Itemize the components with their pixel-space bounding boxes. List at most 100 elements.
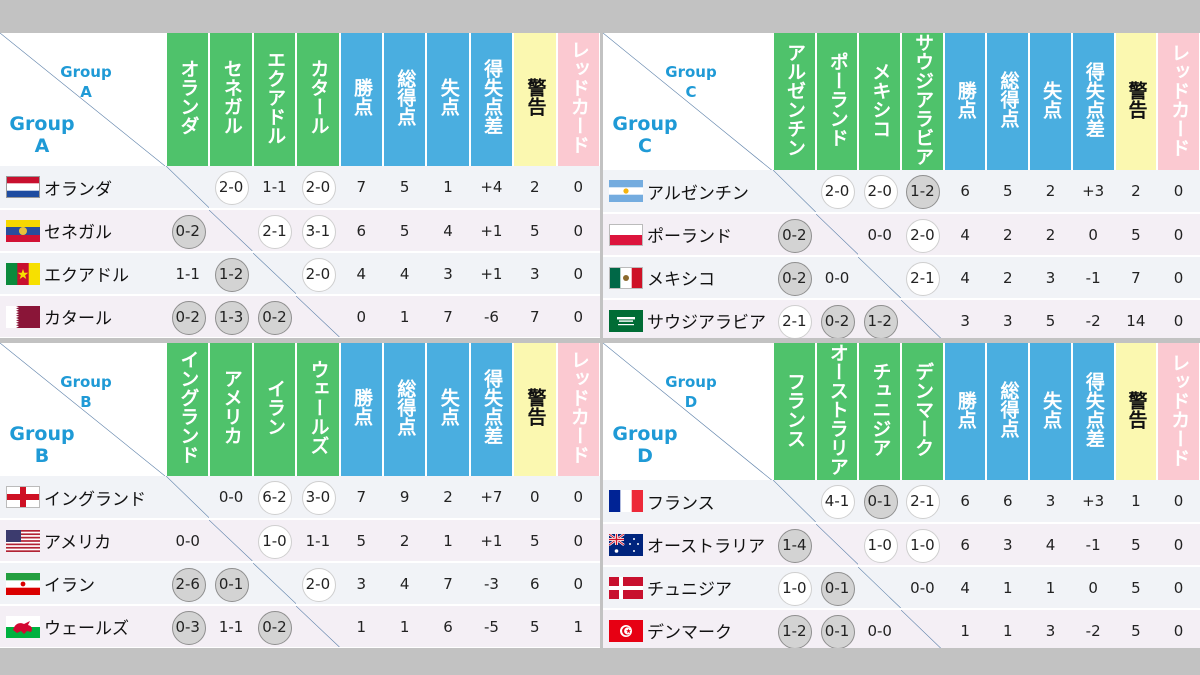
red-cards-value: 0 — [1157, 213, 1200, 258]
opponent-header: ポーランド — [815, 33, 860, 171]
warnings-header: 警告 — [513, 343, 558, 476]
denmark-flag-icon — [609, 576, 643, 599]
team-row: メキシコ 0-2 0-0 2-1 4 2 3 -1 7 0 — [603, 256, 1200, 301]
opponent-header: アルゼンチン — [773, 33, 817, 171]
goals-against-header: 失点 — [1029, 343, 1073, 481]
match-score-cell: 1-2 — [209, 252, 253, 296]
opponent-header: セネガル — [209, 33, 254, 166]
goals-against-value: 7 — [426, 295, 470, 338]
goal-diff-value: -2 — [1071, 299, 1115, 338]
goal-diff-value: -6 — [469, 295, 514, 338]
match-score: 1-0 — [782, 578, 807, 597]
red-cards-value: 0 — [556, 252, 600, 296]
goals-against-value: 4 — [426, 209, 470, 253]
warnings-value: 5 — [513, 519, 557, 563]
self-match-cell — [901, 609, 944, 648]
team-name: イングランド — [44, 489, 146, 510]
diagonal-line — [816, 214, 859, 255]
goals-for-value: 4 — [382, 252, 427, 296]
netherlands-flag-icon — [6, 176, 40, 198]
match-score-cell: 2-0 — [296, 252, 340, 296]
match-score: 0-2 — [262, 307, 287, 326]
red-cards-value: 0 — [556, 562, 600, 606]
opponent-header: イングランド — [166, 343, 211, 476]
self-match-cell — [209, 519, 253, 563]
match-score: 0-2 — [782, 225, 807, 244]
match-score-cell: 1-0 — [901, 523, 944, 568]
opponent-header: チュニジア — [858, 343, 903, 481]
goals-against-value: 3 — [1029, 609, 1072, 648]
ecuador-flag-icon — [6, 262, 40, 285]
red-cards-value: 0 — [556, 476, 600, 520]
points-value: 4 — [943, 213, 987, 258]
red-cards-value: 0 — [1157, 480, 1200, 525]
goal-diff-value: -1 — [1071, 523, 1115, 568]
team-row: オーストラリア 1-4 1-0 1-0 6 3 4 -1 5 0 — [603, 523, 1200, 568]
goals-for-value: 5 — [382, 166, 427, 210]
diagonal-line — [166, 476, 209, 518]
match-score: 1-1 — [175, 264, 200, 283]
points-value: 6 — [339, 209, 383, 253]
match-score: 1-2 — [218, 264, 244, 283]
match-score: 1-1 — [218, 617, 244, 636]
qatar-flag-icon — [6, 305, 40, 328]
diagonal-line — [858, 567, 901, 608]
match-score-cell: 0-3 — [166, 605, 210, 648]
goal-diff-value: -5 — [469, 605, 514, 648]
match-score: 0-2 — [782, 268, 807, 287]
match-score-cell: 0-0 — [209, 476, 253, 520]
team-name: セネガル — [44, 223, 112, 243]
self-match-cell — [166, 476, 210, 520]
match-score: 2-6 — [175, 574, 200, 593]
match-score-cell: 1-1 — [252, 166, 297, 210]
corner-cell: Group D Group D — [603, 343, 774, 481]
match-score: 2-0 — [910, 225, 935, 244]
match-score-cell: 1-0 — [773, 566, 816, 611]
points-value: 7 — [339, 476, 383, 520]
group-label-top: Group A — [60, 63, 112, 102]
match-score-cell: 0-2 — [815, 299, 859, 338]
goals-for-value: 3 — [986, 523, 1030, 568]
warnings-value: 5 — [1114, 523, 1158, 568]
team-cell: オランダ — [0, 166, 166, 210]
goals-for-value: 1 — [986, 566, 1030, 611]
goals-against-header: 失点 — [1029, 33, 1073, 171]
match-score-cell: 1-1 — [209, 605, 253, 648]
corner-diagonal-line — [603, 33, 772, 170]
diagonal-line — [901, 610, 944, 648]
match-score: 4-1 — [824, 492, 850, 511]
match-score-cell: 0-2 — [773, 256, 816, 301]
goals-for-value: 3 — [986, 299, 1030, 338]
team-cell: メキシコ — [603, 256, 773, 301]
match-score: 1-0 — [867, 535, 892, 554]
match-score-cell: 0-0 — [166, 519, 210, 563]
team-name: ポーランド — [647, 227, 732, 248]
match-score-cell: 6-2 — [252, 476, 297, 520]
diagonal-line — [773, 170, 816, 212]
match-score-cell: 2-1 — [252, 209, 297, 253]
match-score-cell: 2-1 — [901, 480, 944, 525]
corner-diagonal-line — [603, 343, 772, 480]
match-score-cell: 2-6 — [166, 562, 210, 606]
match-score: 0-0 — [867, 225, 892, 244]
goal-diff-value: +7 — [469, 476, 514, 520]
red-cards-value: 0 — [1157, 566, 1200, 611]
goals-against-value: 1 — [426, 519, 470, 563]
self-match-cell — [773, 170, 816, 215]
match-score: 0-0 — [910, 578, 935, 597]
goals-for-value: 5 — [382, 209, 427, 253]
corner-diagonal-line — [0, 343, 165, 476]
points-value: 6 — [943, 170, 987, 215]
warnings-value: 5 — [1114, 609, 1158, 648]
self-match-cell — [773, 480, 816, 525]
points-value: 5 — [339, 519, 383, 563]
points-header: 勝点 — [339, 33, 384, 166]
team-name: オーストラリア — [647, 537, 766, 558]
match-score: 0-3 — [175, 617, 200, 636]
team-row: アメリカ 0-0 1-0 1-1 5 2 1 +1 5 0 — [0, 519, 600, 563]
team-name: カタール — [44, 309, 112, 329]
team-row: チュニジア 1-0 0-1 0-0 4 1 1 0 5 0 — [603, 566, 1200, 611]
match-score-cell: 0-0 — [901, 566, 944, 611]
match-score-cell: 1-2 — [858, 299, 902, 338]
goal-diff-value: 0 — [1071, 566, 1115, 611]
